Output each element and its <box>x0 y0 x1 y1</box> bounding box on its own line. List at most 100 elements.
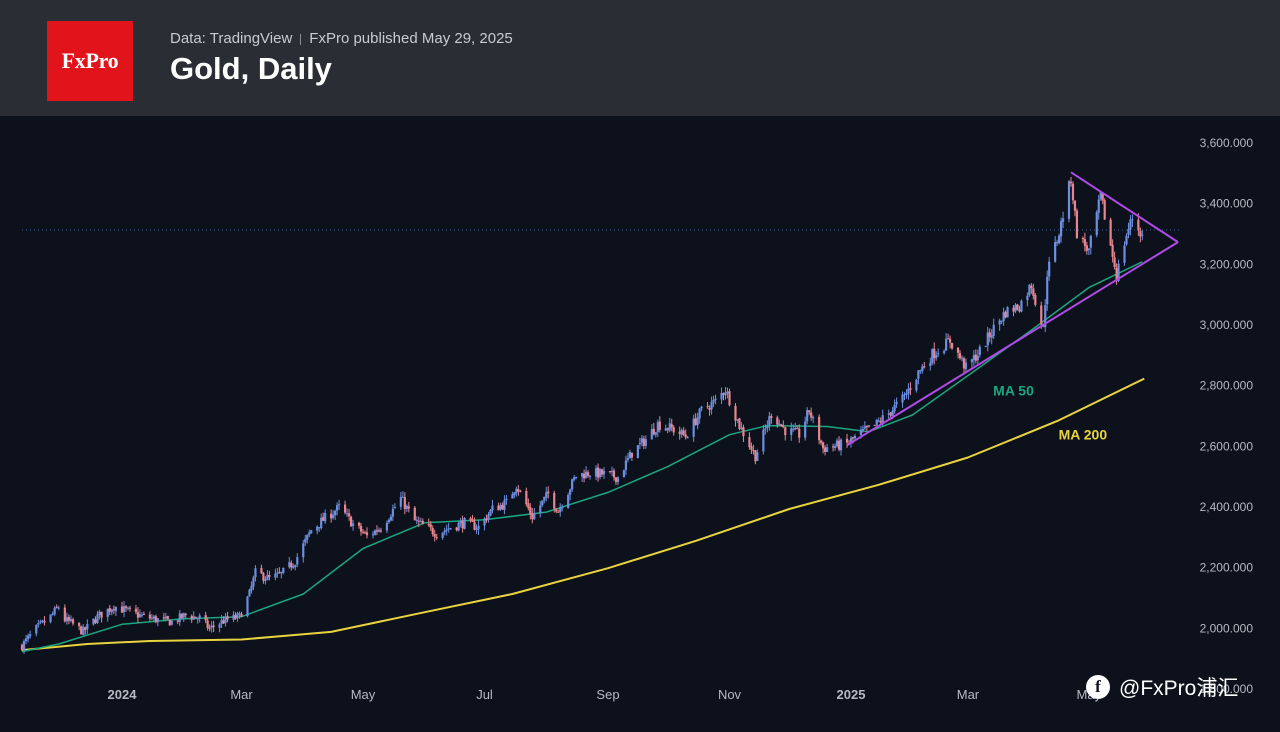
candle-body <box>433 534 436 537</box>
candle-body <box>588 475 592 477</box>
candle-body <box>513 492 516 496</box>
candle-body <box>933 348 936 359</box>
candle-body <box>806 409 809 422</box>
candle-body <box>449 528 452 530</box>
candle-body <box>290 562 293 568</box>
candle-body <box>208 627 211 629</box>
candle-body <box>820 440 823 443</box>
candle-body <box>338 504 341 506</box>
candle-body <box>80 626 83 635</box>
candle-body <box>1115 267 1118 281</box>
candle-body <box>84 627 87 631</box>
candle-body <box>349 516 353 527</box>
candle-body <box>905 393 908 395</box>
candle-body <box>248 589 251 597</box>
candle-body <box>567 495 570 509</box>
y-tick-label: 1,800.000 <box>1200 682 1254 696</box>
candle-body <box>220 619 223 624</box>
y-tick-label: 3,600.000 <box>1200 136 1254 150</box>
candle-body <box>978 346 981 355</box>
candle-body <box>984 346 987 348</box>
candle-body <box>192 616 195 620</box>
candle-body <box>1111 244 1114 257</box>
candle-body <box>738 418 741 429</box>
candle-body <box>57 607 60 609</box>
candle-body <box>322 517 325 521</box>
candle-body <box>292 566 295 568</box>
candle-body <box>485 518 488 521</box>
candle-body <box>582 473 586 479</box>
candle-body <box>71 619 75 624</box>
candle-body <box>49 614 52 622</box>
candle-body <box>387 519 391 523</box>
candle-body <box>22 641 26 651</box>
candle-body <box>24 638 28 641</box>
candle-body <box>204 615 207 621</box>
candle-body <box>138 614 142 617</box>
candle-body <box>429 524 432 528</box>
y-tick-label: 3,200.000 <box>1200 257 1254 271</box>
candle-body <box>875 419 878 425</box>
candle-body <box>475 528 478 531</box>
candle-body <box>859 429 863 435</box>
candle-body <box>798 428 801 438</box>
candle-body <box>254 568 257 578</box>
candle-body <box>306 534 309 540</box>
candle-body <box>92 618 95 625</box>
candle-body <box>413 507 416 521</box>
ma200-line <box>21 377 1145 652</box>
candle-body <box>616 477 620 483</box>
candle-body <box>401 496 404 498</box>
candle-body <box>389 516 392 521</box>
candle-body <box>222 620 225 624</box>
candle-body <box>557 511 560 513</box>
candle-body <box>276 572 279 574</box>
candle-body <box>1002 312 1005 322</box>
candle-body <box>818 416 821 441</box>
candle-body <box>487 514 490 520</box>
candle-body <box>20 644 24 651</box>
candle-body <box>1095 212 1098 236</box>
x-tick-label: Mar <box>957 687 980 702</box>
triangle-lower-line <box>846 241 1179 447</box>
candle-body <box>724 392 727 396</box>
candle-body <box>310 530 313 534</box>
candle-body <box>1101 192 1104 201</box>
candle-body <box>435 537 438 539</box>
candle-body <box>1032 288 1035 296</box>
candle-body <box>332 514 335 518</box>
candle-body <box>766 426 769 429</box>
candle-body <box>445 529 448 531</box>
candle-body <box>489 509 492 516</box>
candle-body <box>515 488 518 493</box>
candle-body <box>41 620 44 622</box>
candle-body <box>600 469 604 475</box>
candle-body <box>268 575 271 577</box>
candle-body <box>226 616 229 620</box>
candle-body <box>569 489 572 495</box>
candle-body <box>234 615 237 619</box>
candle-body <box>503 500 506 511</box>
candle-body <box>176 620 179 622</box>
candle-body <box>491 505 494 511</box>
candle-body <box>958 353 962 359</box>
candle-body <box>459 521 462 524</box>
candle-body <box>399 497 402 507</box>
candle-body <box>596 467 600 478</box>
candle-body <box>945 338 948 351</box>
candle-body <box>517 489 520 492</box>
candle-body <box>206 620 209 629</box>
y-tick-label: 3,400.000 <box>1200 197 1254 211</box>
candle-body <box>861 428 864 431</box>
candle-body <box>986 332 989 346</box>
candle-body <box>640 438 643 443</box>
candle-body <box>748 437 751 448</box>
candle-body <box>63 607 66 622</box>
candle-body <box>1014 304 1017 312</box>
candle-body <box>35 624 38 634</box>
candle-body <box>136 612 140 618</box>
candle-body <box>39 621 42 623</box>
candle-body <box>1099 192 1102 200</box>
candle-body <box>770 416 773 418</box>
candle-body <box>598 469 602 478</box>
